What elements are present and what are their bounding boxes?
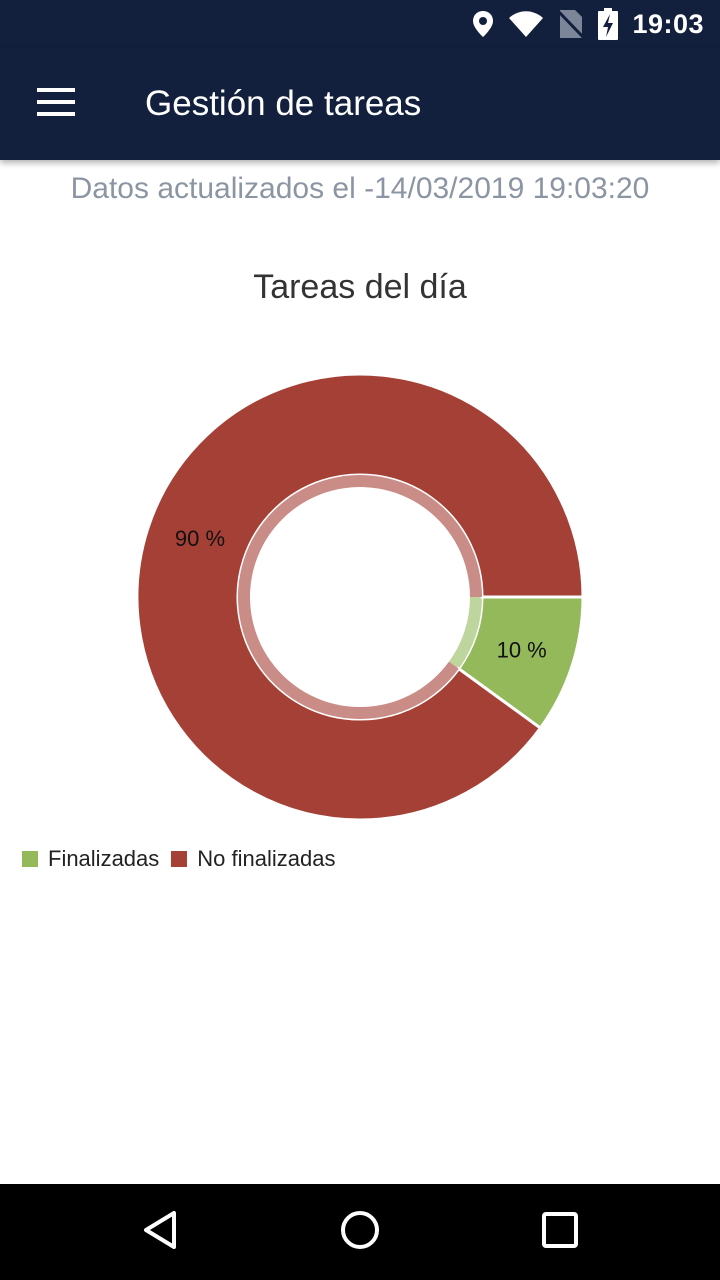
legend-swatch-finalizadas [22, 851, 38, 867]
data-label-finalizadas: 10 % [497, 638, 547, 663]
legend-label-finalizadas: Finalizadas [48, 846, 160, 871]
battery-charging-icon [598, 8, 619, 40]
back-button[interactable] [112, 1184, 208, 1280]
status-bar: 19:03 [0, 0, 720, 48]
wifi-icon [508, 10, 544, 38]
app-title: Gestión de tareas [145, 84, 422, 123]
recents-button[interactable] [512, 1184, 608, 1280]
legend-item-no-finalizadas: No finalizadas [171, 846, 335, 872]
home-icon [340, 1210, 380, 1255]
menu-icon [37, 87, 75, 121]
no-sim-icon [558, 9, 585, 39]
status-time: 19:03 [632, 8, 704, 39]
legend-item-finalizadas: Finalizadas [22, 846, 159, 872]
pie-inner-ring-finalizadas [448, 597, 482, 669]
data-label-no-finalizadas: 90 % [175, 526, 225, 551]
updated-timestamp: Datos actualizados el -14/03/2019 19:03:… [70, 172, 650, 205]
recents-icon [542, 1211, 578, 1253]
pie-slice-no-finalizadas [135, 372, 585, 822]
chart-legend: Finalizadas No finalizadas [22, 844, 347, 874]
donut-chart: 10 % 90 % [135, 372, 585, 822]
menu-button[interactable] [22, 72, 90, 136]
legend-swatch-no-finalizadas [171, 851, 188, 867]
pie-inner-ring-no-finalizadas [237, 475, 482, 719]
home-button[interactable] [312, 1184, 408, 1280]
app-bar: Gestión de tareas [0, 48, 720, 160]
navigation-bar [0, 1184, 720, 1280]
legend-label-no-finalizadas: No finalizadas [197, 846, 336, 871]
back-icon [142, 1210, 178, 1255]
location-icon [472, 10, 494, 38]
status-icons: 19:03 [472, 0, 704, 48]
chart-title: Tareas del día [253, 268, 467, 306]
